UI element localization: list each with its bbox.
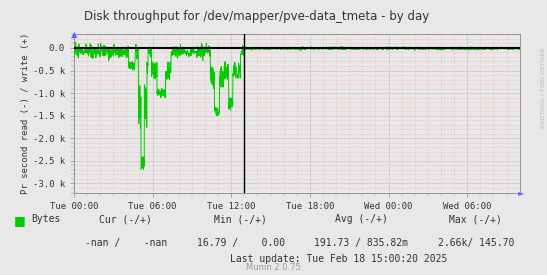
Text: Avg (-/+): Avg (-/+) (335, 214, 387, 224)
Text: RRDTOOL / TOBI OETIKER: RRDTOOL / TOBI OETIKER (541, 48, 546, 128)
Text: Disk throughput for /dev/mapper/pve-data_tmeta - by day: Disk throughput for /dev/mapper/pve-data… (84, 10, 430, 23)
Text: -nan /    -nan: -nan / -nan (85, 238, 167, 248)
Y-axis label: Pr second read (-) / write (+): Pr second read (-) / write (+) (21, 33, 30, 194)
Text: Last update: Tue Feb 18 15:00:20 2025: Last update: Tue Feb 18 15:00:20 2025 (230, 254, 448, 264)
Text: Bytes: Bytes (32, 214, 61, 224)
Text: 16.79 /    0.00: 16.79 / 0.00 (196, 238, 285, 248)
Text: Munin 2.0.75: Munin 2.0.75 (246, 263, 301, 272)
Text: Min (-/+): Min (-/+) (214, 214, 267, 224)
Text: Max (-/+): Max (-/+) (450, 214, 502, 224)
Text: ▲: ▲ (71, 30, 77, 38)
Text: Cur (-/+): Cur (-/+) (100, 214, 152, 224)
Text: ■: ■ (14, 214, 25, 227)
Text: ►: ► (517, 189, 524, 197)
Text: 2.66k/ 145.70: 2.66k/ 145.70 (438, 238, 514, 248)
Text: 191.73 / 835.82m: 191.73 / 835.82m (314, 238, 408, 248)
